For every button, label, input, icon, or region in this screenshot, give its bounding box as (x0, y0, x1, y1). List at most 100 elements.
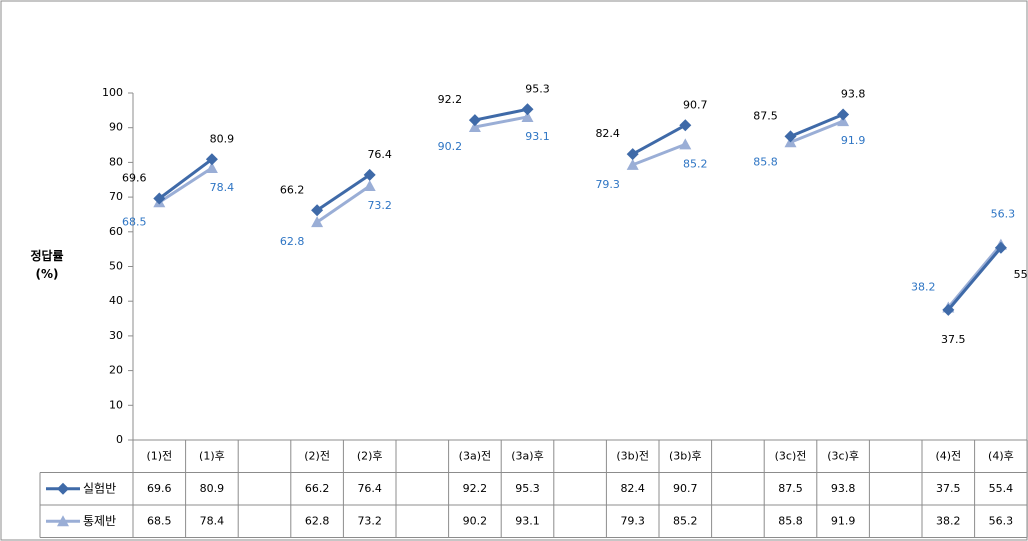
table-cell-value: 37.5 (936, 482, 961, 495)
table-cell-value: 55.4 (989, 482, 1014, 495)
data-point (521, 110, 534, 122)
table-cell-value: 78.4 (200, 514, 225, 527)
x-tick-label: (3b)후 (669, 449, 702, 462)
table-cell-value: 93.1 (515, 514, 540, 527)
table-cell-value: 66.2 (305, 482, 330, 495)
data-label: 76.4 (367, 148, 392, 161)
table-cell-value: 68.5 (147, 514, 172, 527)
y-tick-label: 0 (116, 433, 123, 446)
y-tick-label: 70 (109, 190, 123, 203)
data-label: 62.8 (280, 235, 305, 248)
data-label: 87.5 (753, 109, 778, 122)
table-cell-value: 85.8 (778, 514, 803, 527)
data-point (942, 303, 955, 316)
legend-label: 실험반 (83, 481, 116, 495)
series-line (947, 243, 1003, 309)
y-tick-label: 80 (109, 155, 123, 168)
data-point (311, 204, 324, 217)
y-tick-label: 100 (102, 86, 123, 99)
data-point (363, 168, 376, 181)
data-label: 66.2 (280, 183, 305, 196)
data-point (468, 121, 481, 133)
legend-label: 통제반 (83, 514, 116, 528)
table-cell-value: 87.5 (778, 482, 803, 495)
data-point (626, 148, 639, 161)
data-point (837, 115, 850, 127)
data-label: 85.2 (683, 157, 708, 170)
data-label: 38.2 (911, 280, 936, 293)
y-axis-label: 정답률 (%) (24, 247, 70, 283)
data-point (57, 482, 69, 495)
table-cell-value: 95.3 (515, 482, 540, 495)
x-tick-label: (3c)후 (827, 449, 859, 462)
series-line (316, 173, 371, 212)
data-label: 90.7 (683, 98, 708, 111)
y-axis-title: 정답률 (30, 249, 64, 263)
series-line (158, 158, 213, 200)
table-cell-value: 73.2 (357, 514, 382, 527)
series-line (789, 119, 844, 144)
y-tick-label: 10 (109, 398, 123, 411)
data-point (153, 192, 166, 205)
data-label: 85.8 (753, 155, 778, 168)
y-tick-label: 60 (109, 225, 123, 238)
series-line (789, 113, 844, 138)
x-tick-label: (3b)전 (616, 449, 649, 462)
table-cell-value: 38.2 (936, 514, 961, 527)
data-label: 55.4 (1014, 268, 1028, 281)
data-label: 82.4 (595, 127, 620, 140)
data-point (205, 161, 218, 173)
data-label: 80.9 (210, 132, 235, 145)
series-line (158, 166, 213, 204)
data-label: 79.3 (595, 178, 620, 191)
series-line (474, 107, 528, 122)
x-tick-label: (4)후 (988, 449, 1014, 462)
data-label: 69.6 (122, 171, 147, 184)
data-point (994, 241, 1007, 254)
data-label: 93.1 (525, 130, 550, 143)
data-label: 91.9 (841, 134, 866, 147)
table-cell-value: 56.3 (989, 514, 1014, 527)
table-cell-value: 79.3 (620, 514, 645, 527)
data-label: 92.2 (438, 93, 463, 106)
x-tick-label: (3a)후 (511, 449, 543, 462)
table-cell-value: 91.9 (831, 514, 856, 527)
data-label: 90.2 (438, 140, 463, 153)
data-label: 56.3 (991, 208, 1016, 221)
series-line (631, 123, 687, 156)
table-cell-value: 93.8 (831, 482, 856, 495)
table-cell-value: 76.4 (357, 482, 382, 495)
y-tick-label: 50 (109, 260, 123, 273)
y-tick-label: 40 (109, 294, 123, 307)
data-point (837, 108, 850, 121)
data-point (679, 119, 692, 132)
x-tick-label: (3a)전 (459, 449, 491, 462)
series-line (316, 184, 371, 224)
x-tick-label: (1)후 (199, 449, 225, 462)
series-line (947, 246, 1003, 311)
data-point (468, 114, 481, 127)
data-label: 95.3 (525, 82, 550, 95)
y-tick-label: 90 (109, 121, 123, 134)
y-tick-label: 20 (109, 364, 123, 377)
data-label: 68.5 (122, 215, 147, 228)
data-label: 93.8 (841, 88, 866, 101)
y-tick-label: 30 (109, 329, 123, 342)
data-label: 78.4 (210, 181, 235, 194)
series-line (474, 115, 528, 129)
data-label: 73.2 (367, 199, 392, 212)
data-point (521, 103, 534, 116)
y-axis-unit: (%) (35, 267, 59, 281)
table-cell-value: 90.7 (673, 482, 698, 495)
table-cell-value: 82.4 (620, 482, 645, 495)
table-cell-value: 92.2 (463, 482, 488, 495)
table-cell-value: 80.9 (200, 482, 225, 495)
table-cell-value: 85.2 (673, 514, 698, 527)
data-point (311, 216, 324, 228)
series-line (632, 142, 686, 167)
data-label: 37.5 (941, 333, 966, 346)
data-point (679, 138, 692, 150)
data-point (363, 179, 376, 191)
